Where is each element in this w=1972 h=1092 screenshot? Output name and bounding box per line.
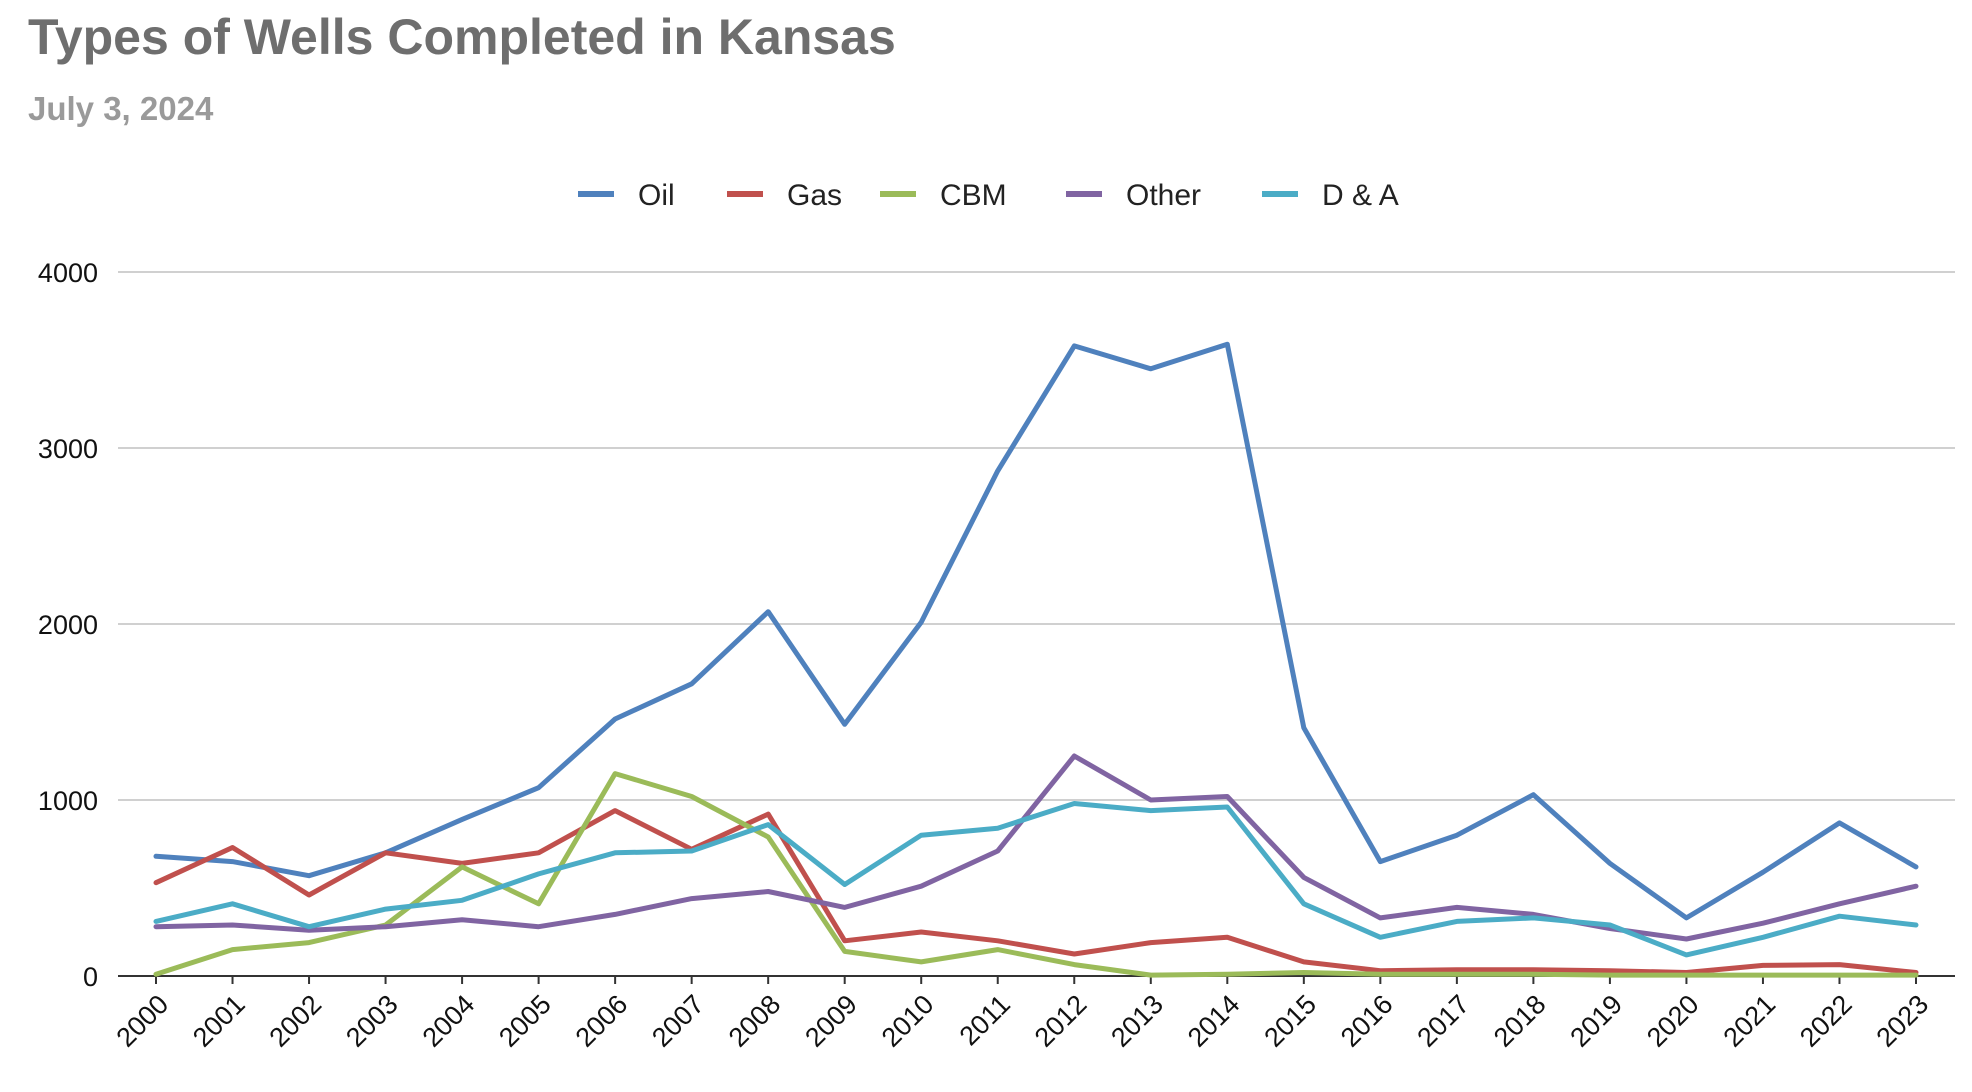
x-tick-label: 2001 [187,989,251,1053]
x-tick-label: 2020 [1641,989,1705,1053]
x-tick-label: 2011 [954,989,1016,1051]
x-tick-label: 2004 [417,989,481,1053]
x-tick-label: 2018 [1488,989,1552,1053]
x-axis-ticks: 2000 2001 2002 2003 2004 2005 2006 2007 2008 2009… [111,976,1935,1053]
x-tick-label: 2000 [111,989,175,1053]
series-line-other [153,753,1919,942]
legend-label-d-a: D & A [1322,179,1399,212]
series-lines [153,341,1919,978]
series-line-oil [153,341,1919,921]
legend-label-other: Other [1126,179,1201,212]
chart-subtitle: July 3, 2024 [28,90,214,127]
chart-legend: Oil Gas CBM Other D & A [578,179,1399,212]
x-tick-label: 2019 [1564,989,1628,1053]
series-line-gas [153,808,1919,975]
y-tick-label: 4000 [38,258,98,288]
y-tick-label: 1000 [38,786,98,816]
x-tick-label: 2014 [1182,989,1246,1053]
legend-label-cbm: CBM [940,179,1007,212]
x-tick-label: 2009 [799,989,863,1053]
x-tick-label: 2006 [570,989,634,1053]
chart-title: Types of Wells Completed in Kansas [28,9,896,65]
legend-label-oil: Oil [638,179,675,212]
gridlines [118,271,1955,801]
x-tick-label: 2016 [1335,989,1399,1053]
x-tick-label: 2015 [1258,989,1322,1053]
x-tick-label: 2010 [876,989,940,1053]
y-axis-ticks: 0 1000 2000 3000 4000 [38,258,98,992]
x-tick-label: 2012 [1029,989,1093,1053]
x-tick-label: 2022 [1794,989,1858,1053]
x-tick-label: 2002 [264,989,328,1053]
x-tick-label: 2021 [1718,989,1782,1053]
y-tick-label: 3000 [38,434,98,464]
x-tick-label: 2007 [646,989,710,1053]
x-tick-label: 2008 [723,989,787,1053]
y-tick-label: 0 [83,962,98,992]
y-tick-label: 2000 [38,610,98,640]
legend-label-gas: Gas [787,179,842,212]
x-tick-label: 2013 [1105,989,1169,1053]
x-tick-label: 2005 [493,989,557,1053]
series-line-cbm [153,771,1919,978]
series-line-d-a [153,801,1919,958]
x-tick-label: 2003 [340,989,404,1053]
x-tick-label: 2023 [1871,989,1935,1053]
x-tick-label: 2017 [1411,989,1475,1053]
